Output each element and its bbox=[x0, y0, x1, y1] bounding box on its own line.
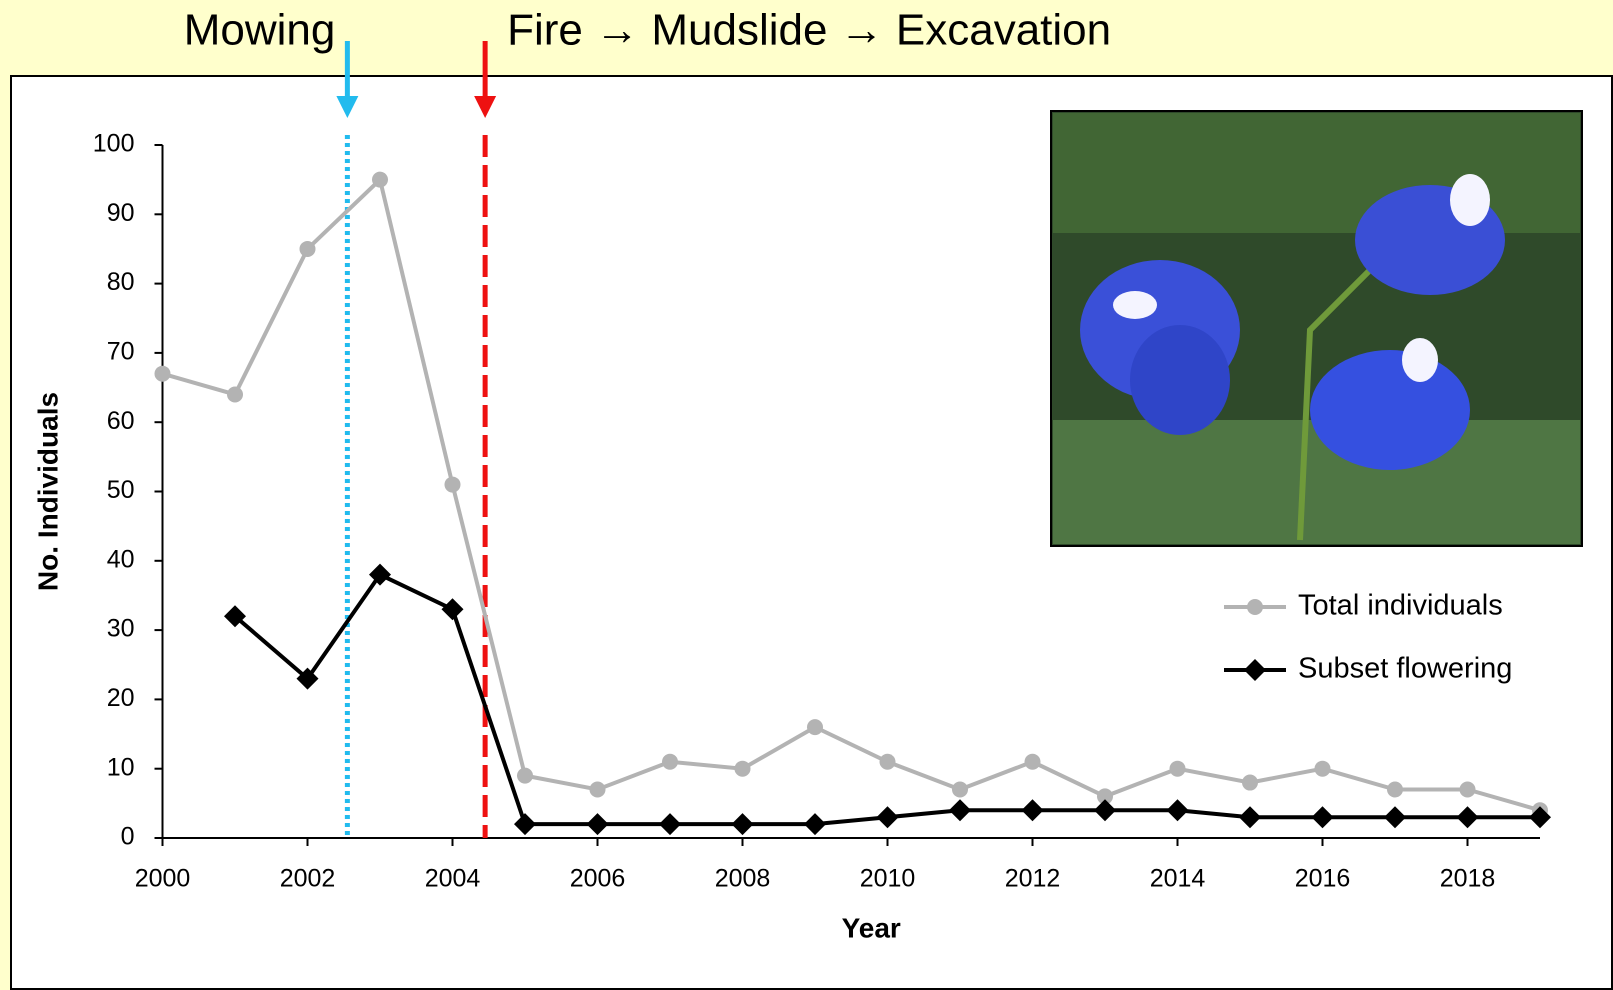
legend-label: Total individuals bbox=[1298, 590, 1503, 622]
legend-marker bbox=[1247, 599, 1263, 615]
data-point bbox=[300, 241, 316, 257]
data-point bbox=[952, 781, 968, 797]
x-tick-label: 2006 bbox=[570, 865, 626, 893]
data-point bbox=[1170, 761, 1186, 777]
photo bbox=[1051, 111, 1582, 546]
y-tick-label: 30 bbox=[107, 615, 135, 643]
y-tick-label: 90 bbox=[107, 199, 135, 227]
y-tick-label: 10 bbox=[107, 753, 135, 781]
y-tick-label: 80 bbox=[107, 268, 135, 296]
y-tick-label: 20 bbox=[107, 684, 135, 712]
x-tick-label: 2018 bbox=[1440, 865, 1496, 893]
data-point bbox=[1242, 775, 1258, 791]
data-point bbox=[227, 386, 243, 402]
data-point bbox=[1315, 761, 1331, 777]
y-tick-label: 0 bbox=[121, 823, 135, 851]
data-point bbox=[445, 477, 461, 493]
event-label: Fire → Mudslide → Excavation bbox=[507, 6, 1111, 55]
x-tick-label: 2002 bbox=[280, 865, 336, 893]
data-point bbox=[372, 172, 388, 188]
y-tick-label: 50 bbox=[107, 476, 135, 504]
y-tick-label: 40 bbox=[107, 545, 135, 573]
data-point bbox=[155, 366, 171, 382]
y-tick-label: 100 bbox=[93, 130, 135, 158]
x-tick-label: 2014 bbox=[1150, 865, 1206, 893]
data-point bbox=[735, 761, 751, 777]
data-point bbox=[807, 719, 823, 735]
legend-label: Subset flowering bbox=[1298, 653, 1512, 685]
x-tick-label: 2012 bbox=[1005, 865, 1061, 893]
x-tick-label: 2004 bbox=[425, 865, 481, 893]
data-point bbox=[1387, 781, 1403, 797]
x-axis-title: Year bbox=[842, 912, 901, 943]
x-tick-label: 2008 bbox=[715, 865, 771, 893]
x-tick-label: 2000 bbox=[135, 865, 191, 893]
y-tick-label: 60 bbox=[107, 407, 135, 435]
y-axis-title: No. Individuals bbox=[32, 392, 63, 591]
event-label: Mowing bbox=[184, 6, 336, 55]
y-tick-label: 70 bbox=[107, 338, 135, 366]
data-point bbox=[517, 768, 533, 784]
data-point bbox=[590, 781, 606, 797]
data-point bbox=[1460, 781, 1476, 797]
slide: 0 10 20 30 40 50 60 70 80 90 100 2000 2002 2004 2006 20… bbox=[0, 0, 1613, 990]
data-point bbox=[662, 754, 678, 770]
data-point bbox=[1025, 754, 1041, 770]
x-tick-label: 2010 bbox=[860, 865, 916, 893]
x-tick-label: 2016 bbox=[1295, 865, 1351, 893]
data-point bbox=[880, 754, 896, 770]
